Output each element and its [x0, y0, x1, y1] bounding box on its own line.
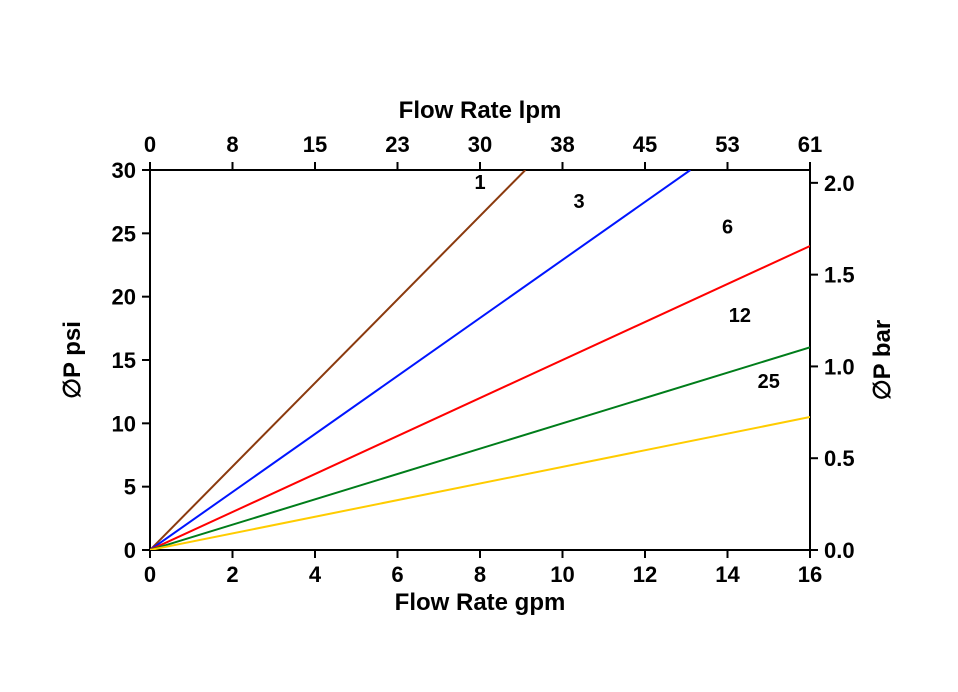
series-label: 25 [758, 371, 780, 393]
series-label: 1 [474, 172, 485, 194]
y-left-tick-label: 15 [112, 348, 136, 373]
x-top-tick-label: 38 [550, 132, 574, 157]
y-left-tick-label: 30 [112, 158, 136, 183]
series-label: 6 [722, 216, 733, 238]
x-bottom-tick-label: 0 [144, 562, 156, 587]
y-right-tick-label: 2.0 [824, 171, 855, 196]
x-bottom-tick-label: 2 [226, 562, 238, 587]
series-label: 3 [573, 191, 584, 213]
y-right-tick-label: 0.0 [824, 538, 855, 563]
x-bottom-tick-label: 12 [633, 562, 657, 587]
chart-svg: 0246810121416Flow Rate gpm08152330384553… [0, 0, 958, 692]
y-right-tick-label: 0.5 [824, 446, 855, 471]
x-top-tick-label: 45 [633, 132, 657, 157]
y-left-title: ∅P psi [59, 321, 86, 399]
x-top-tick-label: 23 [385, 132, 409, 157]
y-left-tick-label: 0 [124, 538, 136, 563]
y-left-tick-label: 20 [112, 285, 136, 310]
x-bottom-tick-label: 10 [550, 562, 574, 587]
y-left-tick-label: 25 [112, 221, 136, 246]
x-bottom-tick-label: 8 [474, 562, 486, 587]
x-top-tick-label: 53 [715, 132, 739, 157]
x-bottom-tick-label: 6 [391, 562, 403, 587]
x-bottom-title: Flow Rate gpm [395, 589, 566, 616]
x-top-tick-label: 0 [144, 132, 156, 157]
x-top-tick-label: 61 [798, 132, 822, 157]
y-right-tick-label: 1.0 [824, 354, 855, 379]
series-label: 12 [729, 305, 751, 327]
pressure-drop-chart: 0246810121416Flow Rate gpm08152330384553… [0, 0, 958, 692]
x-top-tick-label: 15 [303, 132, 327, 157]
y-right-title: ∅P bar [869, 320, 896, 401]
y-left-tick-label: 10 [112, 411, 136, 436]
x-top-tick-label: 8 [226, 132, 238, 157]
y-left-tick-label: 5 [124, 475, 136, 500]
x-top-tick-label: 30 [468, 132, 492, 157]
x-bottom-tick-label: 16 [798, 562, 822, 587]
x-top-title: Flow Rate lpm [399, 97, 562, 124]
x-bottom-tick-label: 14 [715, 562, 740, 587]
x-bottom-tick-label: 4 [309, 562, 322, 587]
y-right-tick-label: 1.5 [824, 263, 855, 288]
